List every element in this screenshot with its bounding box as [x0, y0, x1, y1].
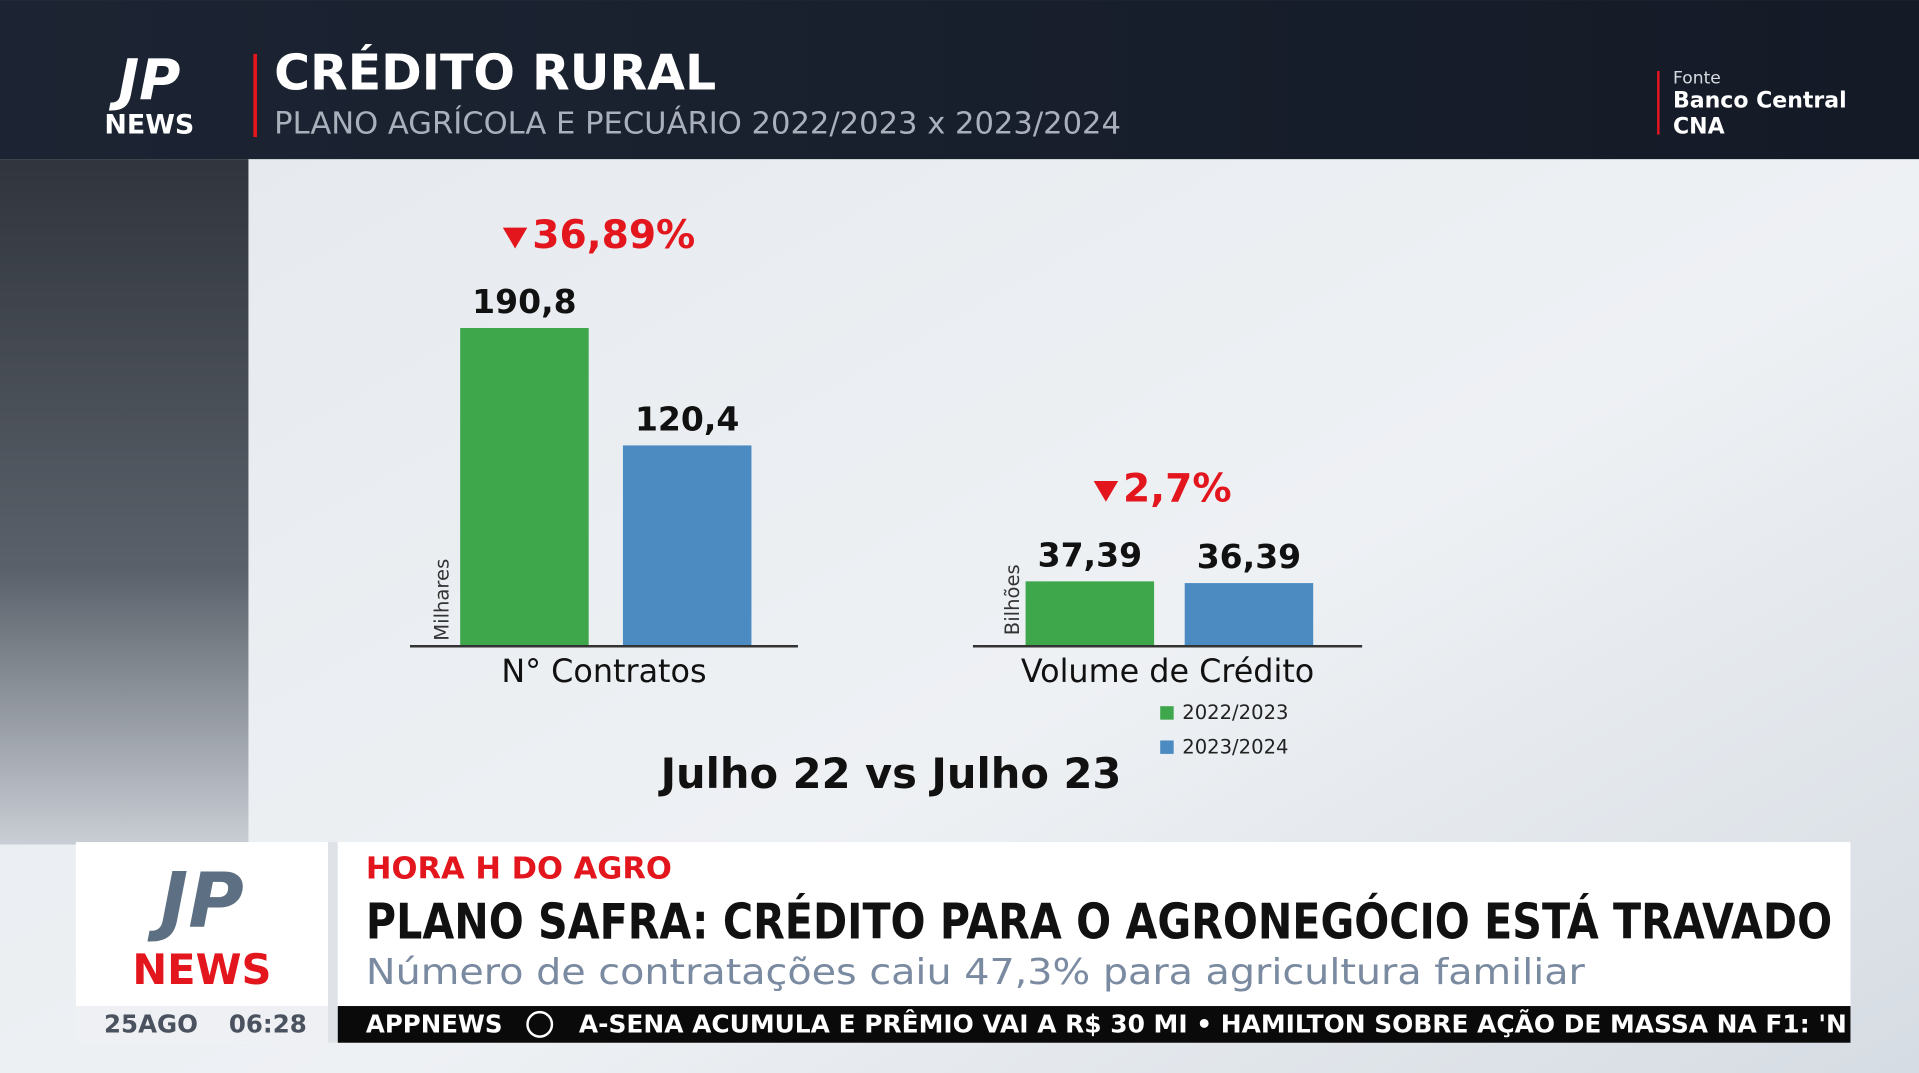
legend-label: 2022/2023 [1182, 701, 1288, 724]
source: CNA [1673, 114, 1725, 139]
comparison: Julho 22 vs Julho 23 [658, 749, 1122, 798]
date: 25AGO [104, 1010, 198, 1039]
logo-name: NEWS [132, 945, 271, 994]
down-triangle [1093, 480, 1119, 502]
down-triangle [502, 227, 528, 249]
charts: 190,8 120,4 Milhares N° Contratos 36,89% 37,3… [409, 213, 1363, 758]
source: Banco Central [1673, 89, 1847, 114]
logo-mark: JP [147, 857, 244, 945]
annotation: 2,7% [1123, 466, 1232, 511]
tag: HORA H DO AGRO [366, 852, 672, 887]
y-axis-label: Milhares [431, 559, 454, 641]
bar [460, 328, 589, 647]
photo-panel [0, 159, 249, 845]
value-label: 190,8 [472, 282, 576, 321]
divider [1657, 71, 1660, 135]
bar [1184, 583, 1314, 647]
value-label: 120,4 [635, 399, 739, 438]
clock-bar [75, 1006, 328, 1043]
bar [622, 445, 752, 647]
time: 06:28 [229, 1010, 307, 1039]
separator [327, 842, 338, 1043]
legend-swatch [1160, 706, 1174, 720]
headline: PLANO SAFRA: CRÉDITO PARA O AGRONEGÓCIO … [366, 892, 1832, 951]
header-bar [0, 0, 1919, 160]
annotation: 36,89% [532, 213, 695, 258]
subheadline: Número de contratações caiu 47,3% para a… [366, 952, 1585, 993]
ticker-icon [526, 1010, 554, 1038]
ticker-brand: APPNEWS [366, 1010, 503, 1039]
bar [1025, 581, 1155, 647]
title: CRÉDITO RURAL [274, 42, 716, 101]
source-label: Fonte [1673, 68, 1721, 88]
logo-name: NEWS [104, 110, 194, 141]
value-label: 37,39 [1038, 535, 1142, 574]
y-axis-label: Bilhões [1001, 564, 1024, 635]
divider [253, 53, 258, 138]
legend-swatch [1160, 740, 1174, 754]
ticker-text: A-SENA ACUMULA E PRÊMIO VAI A R$ 30 MI •… [579, 1010, 1847, 1039]
category-label: N° Contratos [501, 652, 706, 690]
value-label: 36,39 [1197, 537, 1301, 576]
logo-mark: JP [108, 48, 180, 113]
ticker-bar [337, 1006, 1851, 1043]
legend-label: 2023/2024 [1182, 735, 1288, 758]
category-label: Volume de Crédito [1021, 652, 1314, 690]
subtitle: PLANO AGRÍCOLA E PECUÁRIO 2022/2023 x 20… [274, 105, 1121, 141]
